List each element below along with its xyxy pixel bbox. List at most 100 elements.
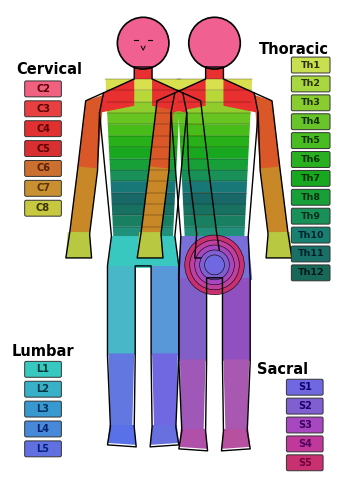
- Polygon shape: [111, 181, 176, 193]
- FancyBboxPatch shape: [25, 200, 61, 216]
- Polygon shape: [178, 101, 251, 113]
- Polygon shape: [180, 136, 249, 147]
- Text: L5: L5: [36, 444, 50, 454]
- Text: C3: C3: [36, 104, 50, 114]
- Polygon shape: [141, 166, 169, 234]
- Text: L3: L3: [36, 404, 50, 414]
- FancyBboxPatch shape: [286, 455, 323, 471]
- Polygon shape: [70, 166, 98, 234]
- FancyBboxPatch shape: [25, 81, 61, 97]
- FancyBboxPatch shape: [291, 170, 330, 186]
- Polygon shape: [107, 236, 179, 268]
- Polygon shape: [99, 79, 134, 113]
- Text: L4: L4: [36, 424, 50, 434]
- FancyBboxPatch shape: [25, 121, 61, 137]
- Polygon shape: [149, 95, 175, 170]
- Polygon shape: [150, 425, 179, 445]
- Text: S5: S5: [298, 458, 312, 468]
- FancyBboxPatch shape: [286, 417, 323, 433]
- Text: C8: C8: [36, 203, 50, 213]
- Text: Lumbar: Lumbar: [11, 344, 74, 359]
- Polygon shape: [152, 353, 178, 427]
- Polygon shape: [254, 95, 280, 170]
- Text: C5: C5: [36, 144, 50, 153]
- Polygon shape: [182, 193, 246, 204]
- Polygon shape: [108, 136, 178, 147]
- Polygon shape: [223, 79, 258, 113]
- Text: Th11: Th11: [298, 249, 324, 258]
- Polygon shape: [108, 124, 178, 136]
- Text: Th7: Th7: [301, 174, 321, 183]
- Polygon shape: [223, 278, 250, 361]
- Polygon shape: [151, 266, 179, 355]
- Polygon shape: [179, 124, 250, 136]
- Text: C7: C7: [36, 183, 50, 194]
- FancyBboxPatch shape: [25, 421, 61, 437]
- FancyBboxPatch shape: [25, 401, 61, 417]
- Polygon shape: [105, 79, 181, 90]
- Polygon shape: [181, 158, 248, 170]
- Polygon shape: [110, 158, 177, 170]
- Polygon shape: [180, 147, 249, 158]
- Text: S1: S1: [298, 382, 312, 392]
- FancyBboxPatch shape: [291, 265, 330, 281]
- Text: S4: S4: [298, 439, 312, 449]
- Polygon shape: [181, 170, 248, 181]
- Text: Th4: Th4: [301, 117, 321, 126]
- Text: S3: S3: [298, 420, 312, 430]
- FancyBboxPatch shape: [25, 141, 61, 156]
- Polygon shape: [184, 227, 245, 238]
- Polygon shape: [178, 113, 251, 124]
- Polygon shape: [112, 215, 174, 227]
- Text: Th9: Th9: [301, 212, 321, 221]
- Text: L1: L1: [36, 364, 50, 374]
- Polygon shape: [266, 232, 292, 258]
- Polygon shape: [109, 147, 177, 158]
- Text: Th2: Th2: [301, 79, 321, 89]
- Polygon shape: [195, 232, 220, 258]
- Text: C4: C4: [36, 124, 50, 134]
- Polygon shape: [110, 170, 176, 181]
- Polygon shape: [106, 90, 180, 101]
- Text: Th3: Th3: [301, 99, 321, 107]
- FancyBboxPatch shape: [25, 441, 61, 457]
- Polygon shape: [184, 215, 245, 227]
- Circle shape: [189, 17, 240, 69]
- Text: Th6: Th6: [301, 155, 321, 164]
- Circle shape: [205, 255, 224, 275]
- FancyBboxPatch shape: [291, 133, 330, 148]
- FancyBboxPatch shape: [291, 208, 330, 224]
- Text: C6: C6: [36, 163, 50, 173]
- Text: Thoracic: Thoracic: [259, 42, 329, 56]
- Text: S2: S2: [298, 401, 312, 411]
- Text: Th1: Th1: [301, 60, 321, 69]
- Text: C2: C2: [36, 84, 50, 94]
- Polygon shape: [134, 67, 152, 79]
- Polygon shape: [223, 359, 249, 431]
- FancyBboxPatch shape: [25, 160, 61, 176]
- FancyBboxPatch shape: [291, 76, 330, 92]
- FancyBboxPatch shape: [25, 381, 61, 397]
- Text: Th12: Th12: [298, 268, 324, 277]
- FancyBboxPatch shape: [25, 180, 61, 197]
- Polygon shape: [137, 232, 163, 258]
- Polygon shape: [222, 429, 250, 449]
- Circle shape: [195, 245, 235, 285]
- FancyBboxPatch shape: [25, 101, 61, 117]
- Polygon shape: [177, 79, 252, 90]
- Polygon shape: [179, 429, 208, 449]
- Polygon shape: [107, 113, 179, 124]
- Polygon shape: [107, 266, 135, 355]
- FancyBboxPatch shape: [286, 398, 323, 414]
- FancyBboxPatch shape: [291, 151, 330, 167]
- Polygon shape: [183, 95, 209, 170]
- Text: L2: L2: [36, 384, 50, 394]
- Polygon shape: [260, 166, 288, 234]
- Polygon shape: [78, 95, 104, 170]
- Circle shape: [199, 250, 229, 280]
- Text: Th5: Th5: [301, 136, 321, 145]
- Polygon shape: [182, 181, 247, 193]
- Polygon shape: [179, 278, 206, 361]
- FancyBboxPatch shape: [25, 361, 61, 377]
- Text: Th8: Th8: [301, 193, 321, 202]
